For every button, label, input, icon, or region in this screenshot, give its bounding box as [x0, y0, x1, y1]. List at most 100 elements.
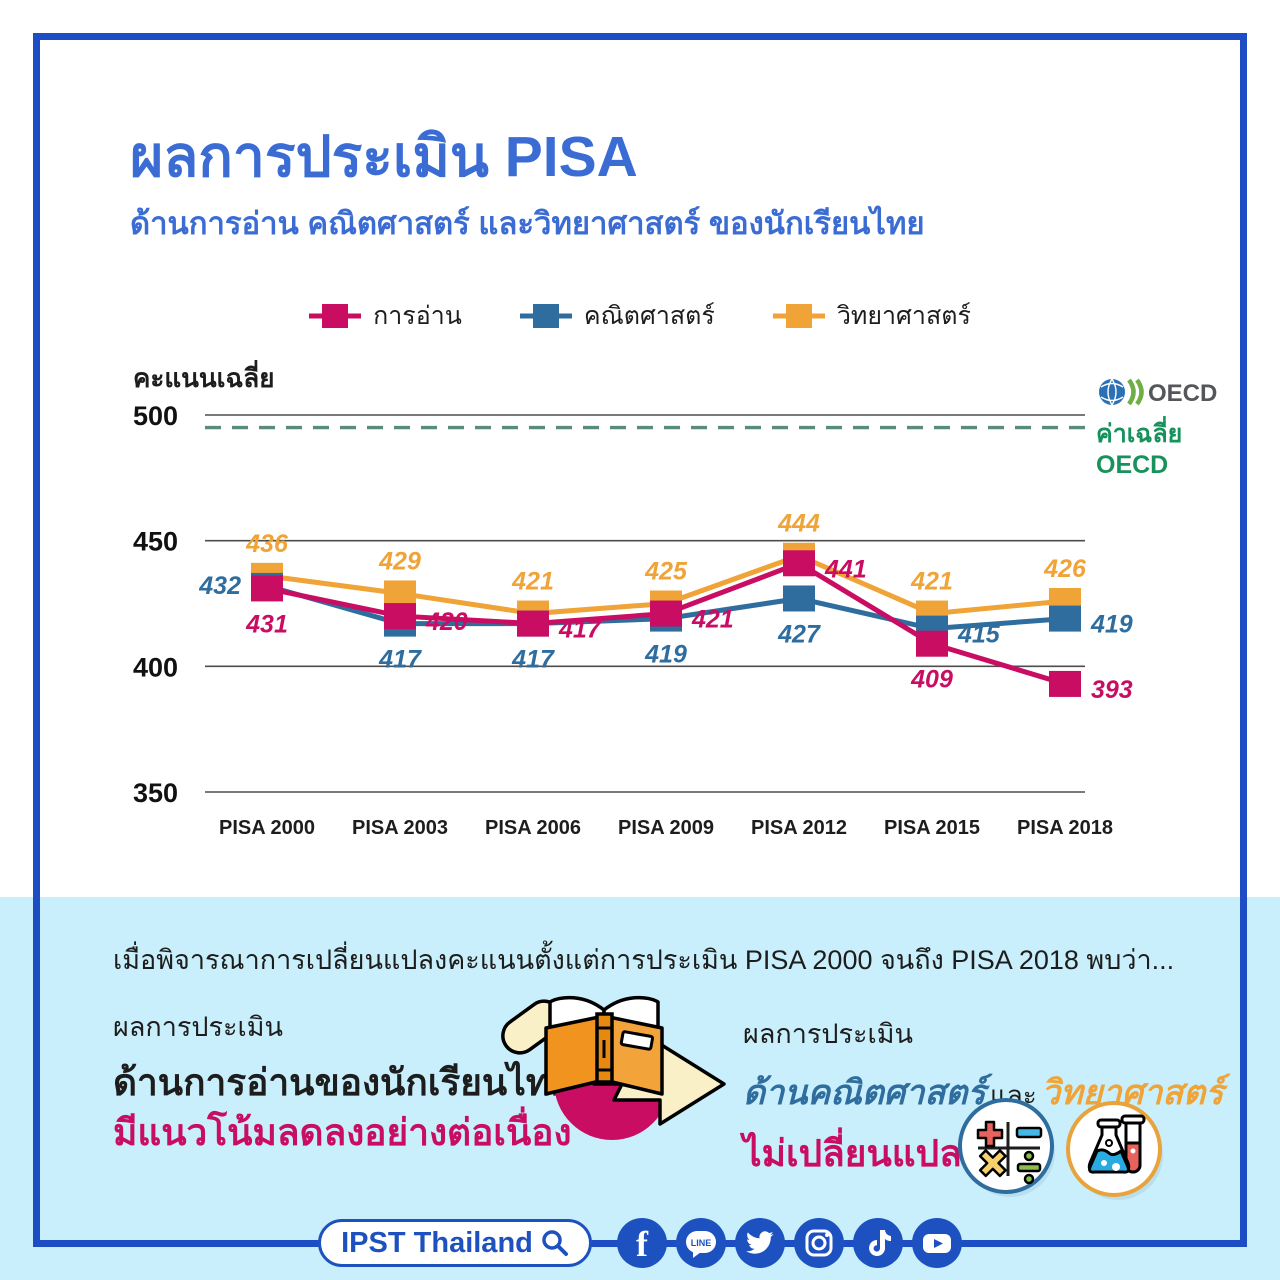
page-title: ผลการประเมิน PISA — [130, 125, 638, 189]
plus-glyph — [976, 1120, 1004, 1148]
data-point-reading-pisa-2018 — [1049, 670, 1081, 697]
x-axis-label-pisa-2012: PISA 2012 — [751, 817, 847, 839]
data-point-science-pisa-2018 — [1049, 587, 1081, 614]
legend-marker-math — [519, 304, 572, 328]
data-point-math-pisa-2000 — [251, 572, 283, 599]
reading-result-headline: ด้านการอ่านของนักเรียนไทย — [113, 1062, 572, 1103]
legend-label-reading: การอ่าน — [373, 302, 462, 330]
oecd-annotation: OECD ค่าเฉลี่ย OECD — [1096, 374, 1266, 481]
data-point-math-pisa-2018 — [1049, 605, 1081, 632]
y-axis-caption: คะแนนเฉลี่ย — [133, 363, 275, 393]
minus-glyph — [1015, 1126, 1043, 1139]
value-label-reading-pisa-2009: 421 — [691, 606, 734, 634]
series-line-science — [266, 553, 1066, 617]
value-label-reading-pisa-2015: 409 — [910, 666, 953, 694]
value-label-reading-pisa-2012: 441 — [824, 555, 867, 583]
series-line-math — [266, 583, 1066, 632]
flask — [1087, 1118, 1131, 1174]
multiply-glyph — [978, 1149, 1007, 1178]
divide-glyph — [1016, 1150, 1042, 1185]
data-point-science-pisa-2009 — [650, 590, 682, 617]
data-point-science-pisa-2000 — [251, 562, 283, 589]
math-operations-icon — [958, 1098, 1055, 1197]
value-label-reading-pisa-2003: 420 — [425, 608, 468, 636]
x-axis-label-pisa-2003: PISA 2003 — [352, 817, 448, 839]
data-point-science-pisa-2015 — [916, 600, 948, 627]
oecd-logo-text: OECD — [1148, 380, 1217, 407]
y-tick-label-500: 500 — [133, 401, 178, 431]
oecd-globe-icon — [1099, 379, 1125, 405]
math-science-result-caption: ผลการประเมิน — [743, 1019, 914, 1049]
legend-marker-science — [772, 304, 825, 328]
reading-result-trend: มีแนวโน้มลดลงอย่างต่อเนื่อง — [113, 1112, 572, 1153]
series-line-reading — [266, 560, 1066, 687]
x-axis-label-pisa-2018: PISA 2018 — [1017, 817, 1113, 839]
reading-result-caption: ผลการประเมิน — [113, 1012, 284, 1042]
book-arrow-icon — [501, 995, 726, 1140]
data-point-reading-pisa-2006 — [517, 610, 549, 637]
data-point-reading-pisa-2012 — [783, 550, 815, 577]
tiktok-icon[interactable] — [852, 1218, 903, 1268]
footer-bar: IPST Thailand f LINE — [0, 1218, 1280, 1268]
x-axis-label-pisa-2015: PISA 2015 — [884, 817, 980, 839]
data-point-science-pisa-2012 — [783, 542, 815, 569]
instagram-icon[interactable] — [793, 1218, 844, 1268]
value-label-science-pisa-2006: 421 — [511, 568, 554, 596]
value-label-reading-pisa-2000: 431 — [245, 610, 288, 638]
conclusion-intro-text: เมื่อพิจารณาการเปลี่ยนแปลงคะแนนตั้งแต่กา… — [113, 945, 1175, 975]
facebook-icon[interactable]: f — [616, 1218, 667, 1268]
science-flask-icon — [1066, 1101, 1163, 1200]
youtube-icon[interactable] — [911, 1218, 962, 1268]
legend-label-math: คณิตศาสตร์ — [583, 302, 715, 330]
value-label-science-pisa-2003: 429 — [378, 547, 421, 575]
svg-text:LINE: LINE — [691, 1238, 712, 1248]
data-point-reading-pisa-2015 — [916, 630, 948, 657]
data-point-reading-pisa-2003 — [384, 603, 416, 630]
svg-text:f: f — [636, 1224, 649, 1264]
data-point-math-pisa-2003 — [384, 610, 416, 637]
x-axis-label-pisa-2009: PISA 2009 — [618, 817, 714, 839]
brand-name: IPST Thailand — [341, 1226, 533, 1259]
x-axis-label-pisa-2006: PISA 2006 — [485, 817, 581, 839]
value-label-science-pisa-2015: 421 — [910, 568, 953, 596]
value-label-science-pisa-2018: 426 — [1043, 555, 1087, 583]
reading-result-block: ผลการประเมิน ด้านการอ่านของนักเรียนไทย ม… — [113, 1005, 572, 1158]
search-icon — [542, 1230, 568, 1256]
chart-legend: การอ่าน คณิตศาสตร์ วิทยาศาสตร์ — [0, 296, 1280, 336]
y-tick-label-400: 400 — [133, 652, 178, 682]
legend-marker-reading — [309, 304, 362, 328]
value-label-math-pisa-2018: 419 — [1090, 611, 1133, 639]
twitter-icon[interactable] — [734, 1218, 785, 1268]
value-label-science-pisa-2000: 436 — [245, 530, 289, 558]
value-label-math-pisa-2009: 419 — [644, 641, 687, 669]
value-label-reading-pisa-2018: 393 — [1091, 676, 1133, 704]
value-label-reading-pisa-2006: 417 — [558, 616, 602, 644]
data-point-reading-pisa-2000 — [251, 575, 283, 602]
value-label-science-pisa-2009: 425 — [644, 557, 688, 585]
legend-label-science: วิทยาศาสตร์ — [836, 302, 971, 330]
math-subject-label: ด้านคณิตศาสตร์ — [743, 1074, 986, 1112]
oecd-average-label-line2: OECD — [1096, 451, 1169, 479]
data-point-math-pisa-2012 — [783, 585, 815, 612]
data-point-reading-pisa-2009 — [650, 600, 682, 627]
legend-item-science: วิทยาศาสตร์ — [772, 296, 971, 336]
data-point-math-pisa-2006 — [517, 610, 549, 637]
y-tick-label-350: 350 — [133, 778, 178, 808]
data-point-science-pisa-2003 — [384, 580, 416, 607]
page-subtitle: ด้านการอ่าน คณิตศาสตร์ และวิทยาศาสตร์ ขอ… — [130, 206, 925, 241]
y-tick-label-450: 450 — [133, 527, 178, 557]
legend-item-math: คณิตศาสตร์ — [519, 296, 715, 336]
value-label-math-pisa-2006: 417 — [511, 646, 555, 674]
oecd-average-label-line1: ค่าเฉลี่ย — [1096, 420, 1183, 448]
brand-search-pill[interactable]: IPST Thailand — [318, 1219, 592, 1267]
oecd-logo: OECD — [1099, 378, 1217, 407]
value-label-math-pisa-2000: 432 — [198, 572, 241, 600]
math-science-result-trend: ไม่เปลี่ยนแปลง — [743, 1133, 980, 1174]
value-label-science-pisa-2012: 444 — [777, 510, 820, 538]
data-point-math-pisa-2015 — [916, 615, 948, 642]
x-axis-label-pisa-2000: PISA 2000 — [219, 817, 315, 839]
line-icon[interactable]: LINE — [675, 1218, 726, 1268]
data-point-math-pisa-2009 — [650, 605, 682, 632]
value-label-math-pisa-2003: 417 — [378, 646, 422, 674]
